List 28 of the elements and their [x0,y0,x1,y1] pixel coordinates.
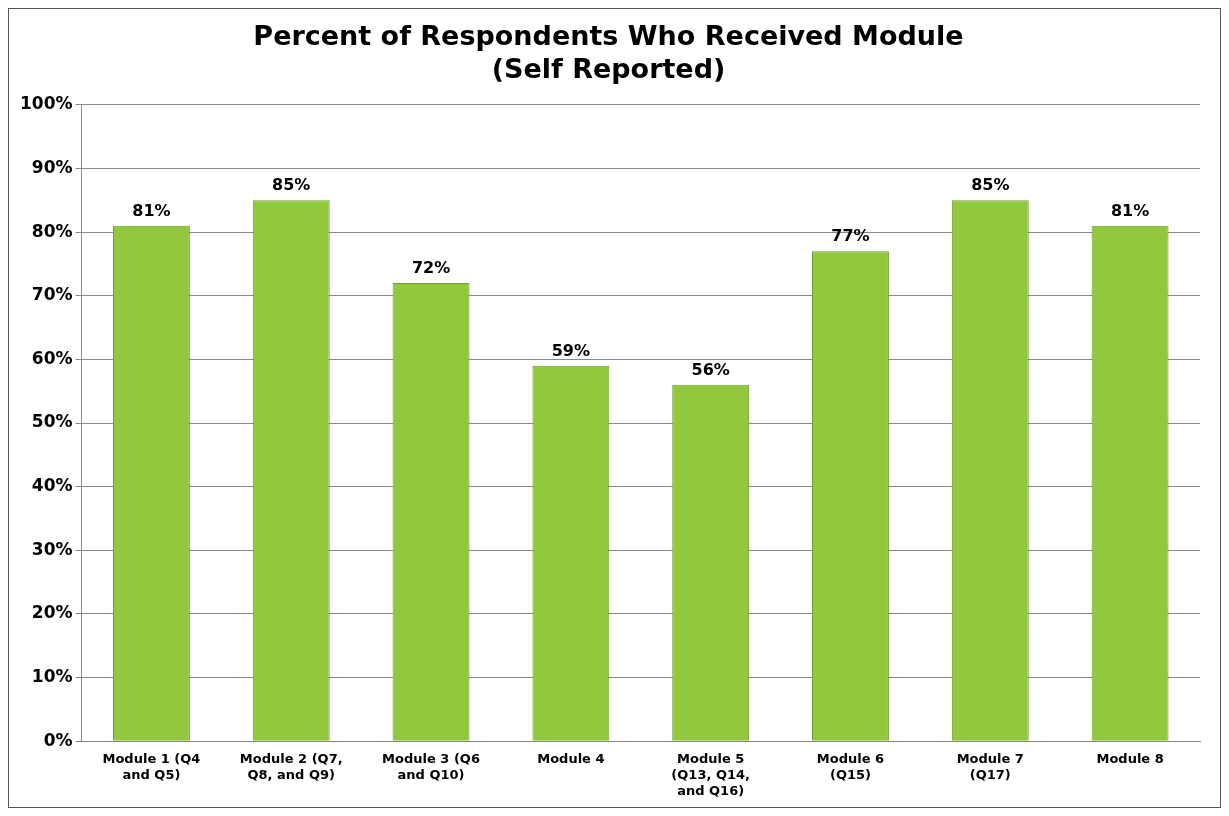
data-label: 81% [132,200,171,220]
x-tick-label: Module 5 (Q13, Q14, and Q16) [671,751,750,798]
y-tick-label: 10% [31,665,73,686]
data-label: 59% [551,340,590,360]
y-tick-label: 60% [31,347,73,368]
data-label: 77% [831,226,870,246]
x-tick-label: Module 4 [537,751,605,767]
data-label: 72% [411,258,451,278]
y-tick-label: 40% [31,475,73,496]
data-label: 85% [971,175,1010,195]
y-tick-label: 20% [31,602,73,623]
data-label: 81% [1110,200,1150,220]
x-tick-label: Module 3 (Q6 and Q10) [382,751,480,782]
y-tick-label: 90% [31,156,73,177]
chart-title: Percent of Respondents Who Received Module (Self Reported) [253,20,964,84]
data-label: 56% [691,359,730,379]
y-tick-label: 80% [31,220,73,241]
y-tick-label: 50% [31,411,73,432]
y-tick-label: 0% [43,729,73,750]
y-tick-label: 100% [19,93,73,114]
x-tick-label: Module 2 (Q7, Q8, and Q9) [239,751,343,782]
x-tick-label: Module 8 [1096,751,1164,767]
x-tick-label: Module 6 (Q15) [816,751,885,782]
y-tick-label: 70% [31,284,73,305]
y-tick-label: 30% [31,538,73,559]
data-label: 85% [272,175,311,195]
x-tick-label: Module 1 (Q4 and Q5) [102,751,201,782]
x-tick-label: Module 7 (Q17) [956,751,1024,782]
